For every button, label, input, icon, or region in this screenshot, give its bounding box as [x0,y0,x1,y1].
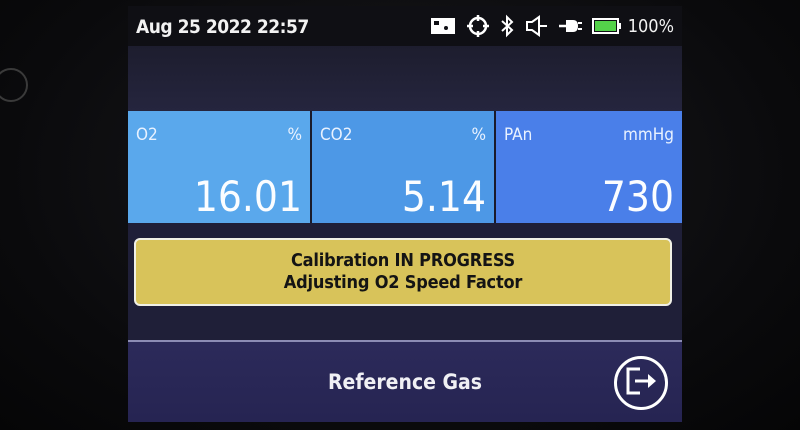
status-icons: 100% [430,14,674,38]
status-bar: Aug 25 2022 22:57 [128,6,682,46]
bluetooth-icon [500,14,514,38]
crosshair-icon [466,14,490,38]
tile-value: 5.14 [401,172,486,221]
bezel-button-icon [0,68,28,102]
footer-bar: Reference Gas [128,342,682,422]
tile-value: 730 [601,172,674,221]
tile-pan[interactable]: PAn mmHg 730 [496,111,682,223]
battery-percent: 100% [627,15,674,37]
exit-button[interactable] [614,356,668,410]
banner-line-1: Calibration IN PROGRESS [290,250,516,271]
tile-o2[interactable]: O2 % 16.01 [128,111,310,223]
footer-divider [128,340,682,342]
device-screen: Aug 25 2022 22:57 [128,6,682,422]
calibration-status-banner: Calibration IN PROGRESS Adjusting O2 Spe… [134,238,672,306]
tile-label: CO2 [320,125,353,145]
tile-unit: mmHg [622,125,674,145]
tile-label: O2 [136,125,158,145]
tile-value: 16.01 [193,172,302,221]
header-band [128,46,682,111]
display-icon [430,16,456,36]
tile-unit: % [287,125,302,145]
datetime: Aug 25 2022 22:57 [136,16,309,38]
tile-unit: % [471,125,486,145]
tile-co2[interactable]: CO2 % 5.14 [312,111,494,223]
battery-icon [591,18,622,34]
plug-icon [558,16,582,36]
measurement-tiles: O2 % 16.01 CO2 % 5.14 PAn mmHg 730 [128,111,682,223]
exit-icon [624,366,658,400]
footer-title: Reference Gas [327,370,483,394]
banner-line-2: Adjusting O2 Speed Factor [283,272,523,293]
tile-label: PAn [504,125,533,145]
speaker-icon [524,15,548,37]
